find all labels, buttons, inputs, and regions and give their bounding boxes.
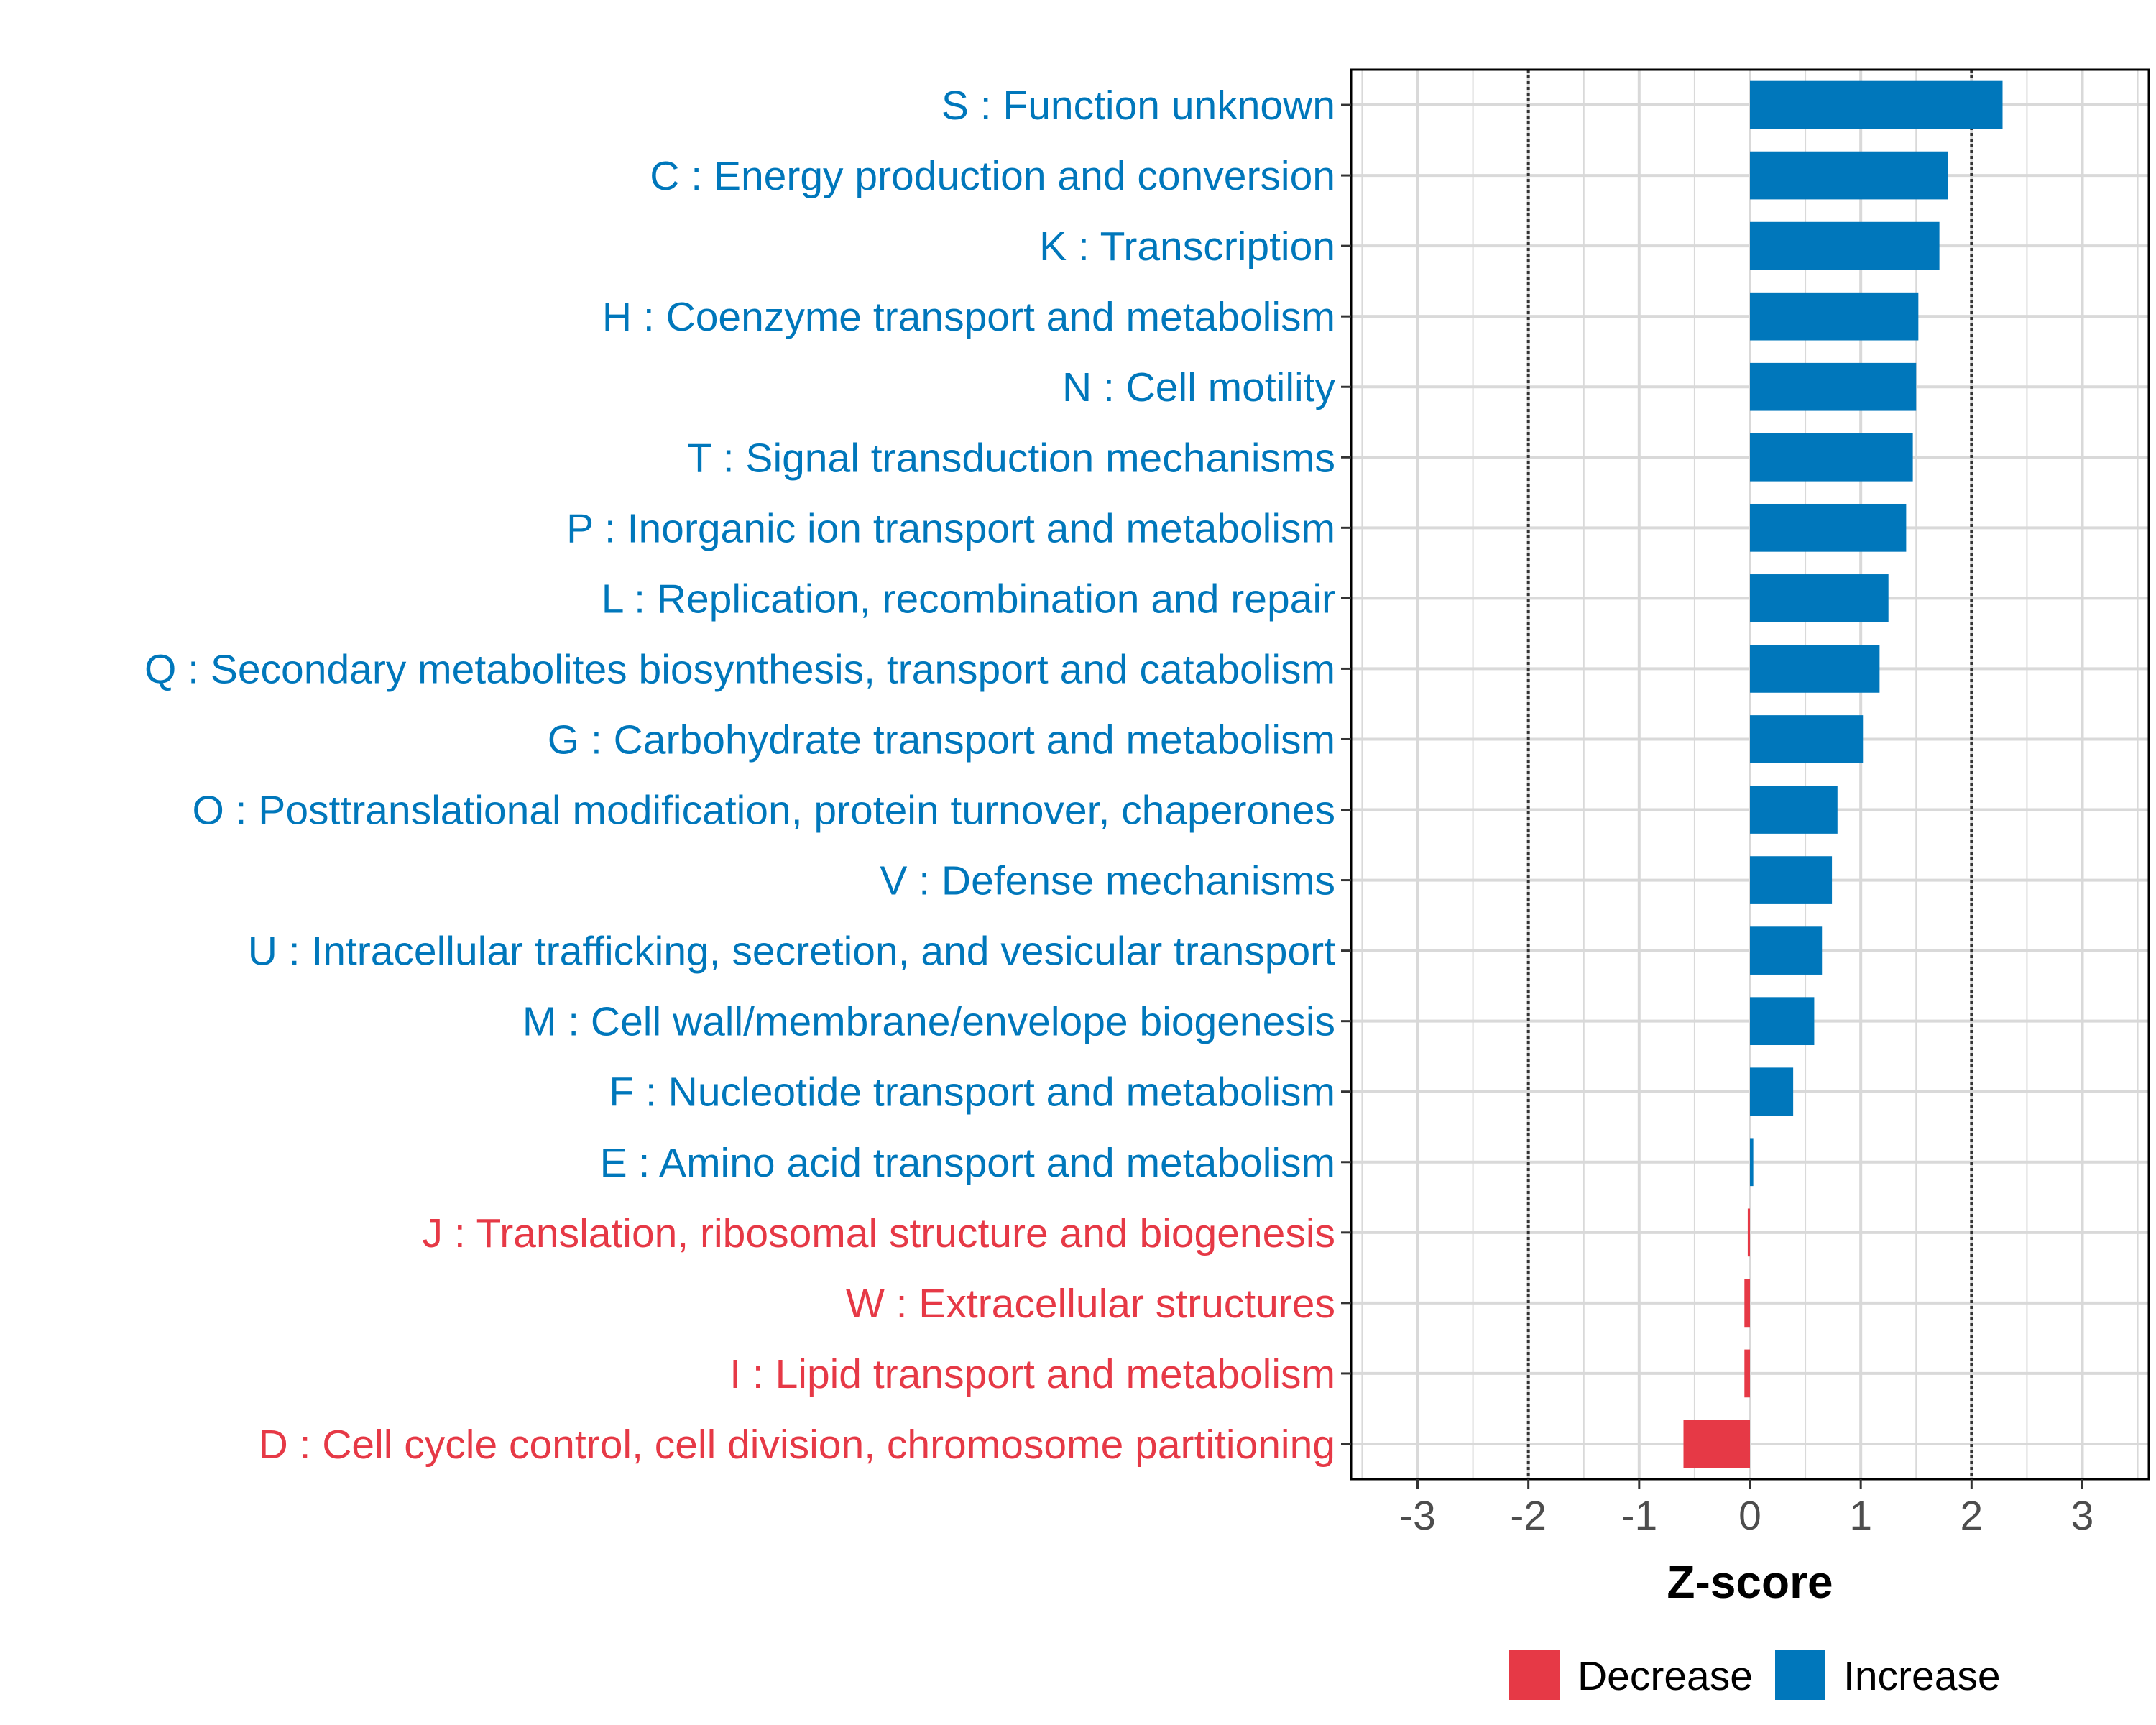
y-tick-label: P : Inorganic ion transport and metaboli… [566,505,1335,551]
y-axis-ticks [1341,104,1351,1445]
bar [1750,715,1864,763]
bar [1750,362,1917,411]
x-axis-ticks: -3 -2 -1 0 1 2 3 [1399,1479,2093,1539]
y-tick-label: W : Extracellular structures [846,1281,1335,1327]
y-tick-label: F : Nucleotide transport and metabolism [609,1070,1335,1116]
reference-lines [1526,70,1973,1479]
bars [1683,80,2003,1468]
y-tick-label: L : Replication, recombination and repai… [602,576,1335,622]
legend-label: Decrease [1577,1653,1753,1699]
x-axis-title: Z-score [1667,1556,1833,1608]
bar [1750,856,1833,904]
bar [1750,1067,1794,1116]
legend-swatch [1509,1650,1560,1700]
y-tick-label: Q : Secondary metabolites biosynthesis, … [144,646,1335,692]
y-tick-label: I : Lipid transport and metabolism [729,1351,1335,1397]
bar [1747,1208,1750,1257]
bar [1750,433,1913,482]
y-tick-label: K : Transcription [1039,224,1335,270]
bar [1750,997,1815,1046]
bar [1750,926,1823,975]
y-tick-label: J : Translation, ribosomal structure and… [423,1210,1335,1256]
bar [1750,292,1919,341]
y-tick-label: U : Intracellular trafficking, secretion… [248,929,1335,975]
bar [1750,574,1889,622]
y-tick-label: O : Posttranslational modification, prot… [192,788,1335,834]
y-tick-label: V : Defense mechanisms [880,858,1335,904]
bar [1750,786,1838,834]
x-tick-label: 3 [2071,1493,2094,1539]
bar [1750,645,1880,693]
y-tick-label: S : Function unknown [941,83,1335,129]
y-tick-label: G : Carbohydrate transport and metabolis… [548,717,1335,763]
y-tick-label: E : Amino acid transport and metabolism [600,1140,1335,1186]
y-tick-label: M : Cell wall/membrane/envelope biogenes… [522,999,1335,1045]
x-tick-label: 1 [1849,1493,1872,1539]
bar [1750,151,1948,200]
x-tick-label: -2 [1510,1493,1547,1539]
bar [1683,1420,1750,1468]
x-tick-label: -3 [1399,1493,1436,1539]
bar [1750,503,1907,552]
bar [1750,221,1940,270]
x-tick-label: 2 [1960,1493,1983,1539]
bar [1744,1349,1750,1398]
bar [1750,1138,1754,1187]
bar [1744,1279,1750,1328]
y-tick-label: N : Cell motility [1062,364,1336,410]
x-tick-label: -1 [1621,1493,1657,1539]
y-tick-label: H : Coenzyme transport and metabolism [602,294,1335,340]
x-tick-label: 0 [1738,1493,1761,1539]
y-tick-label: D : Cell cycle control, cell division, c… [259,1422,1335,1468]
y-tick-label: T : Signal transduction mechanisms [687,435,1335,481]
legend: Decrease Increase [1509,1650,2001,1700]
legend-swatch [1775,1650,1825,1700]
bar [1750,80,2003,129]
legend-label: Increase [1843,1653,2001,1699]
y-axis-labels: S : Function unknown C : Energy productio… [144,83,1336,1468]
y-tick-label: C : Energy production and conversion [650,153,1335,199]
